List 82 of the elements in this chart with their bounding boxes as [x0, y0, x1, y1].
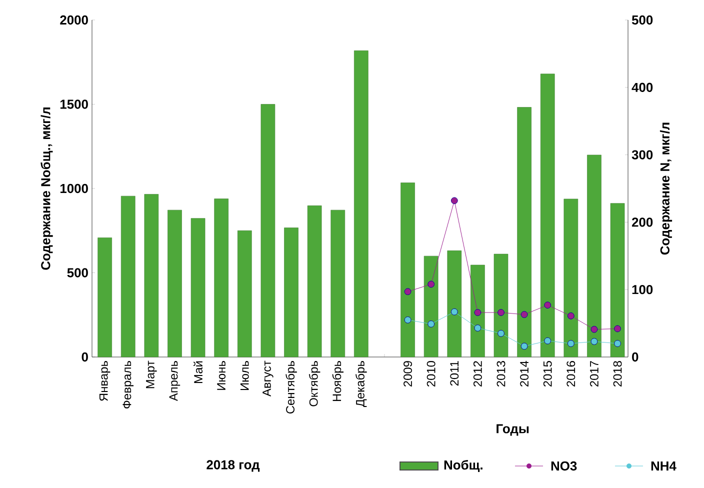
x-tick-label: Июль	[240, 361, 249, 390]
point	[567, 340, 574, 347]
bar	[307, 206, 322, 358]
bar	[260, 104, 276, 358]
legend-label: NH4	[651, 462, 676, 470]
point	[544, 302, 552, 309]
point	[404, 288, 412, 296]
point	[590, 338, 598, 345]
point	[544, 337, 552, 344]
y2-tick-label: 200	[632, 218, 653, 227]
bar	[330, 210, 346, 358]
x-tick-label: 2009	[404, 361, 412, 387]
text: 2018 год	[206, 460, 260, 472]
bar	[447, 250, 462, 358]
y2-axis-title: Содержание N, мкг/л	[660, 122, 672, 255]
point	[450, 308, 458, 316]
point	[474, 309, 482, 316]
bar	[354, 50, 368, 358]
x-tick-label: Ноябрь	[332, 361, 344, 402]
x-axis-title: Годы	[496, 424, 529, 436]
bar	[610, 203, 625, 358]
point	[428, 280, 435, 288]
x-tick-label: 2017	[590, 361, 598, 387]
point	[567, 312, 574, 320]
y2-tick-label: 100	[632, 285, 653, 294]
bar	[494, 254, 508, 358]
x-tick-label: 2013	[496, 361, 506, 387]
x-tick-label: 2010	[426, 360, 436, 387]
bar	[144, 194, 159, 358]
y-tick-label: 2000	[60, 15, 88, 25]
y-tick-label: 1500	[60, 100, 88, 109]
bar	[284, 228, 298, 358]
y-axis-title: Содержание Nобщ., мкг/л	[40, 108, 53, 270]
point	[474, 324, 482, 332]
point	[614, 340, 621, 347]
point	[498, 330, 504, 337]
bar	[400, 182, 415, 358]
x-tick-label: 2016	[566, 361, 576, 387]
legend-label: NO3	[551, 461, 577, 471]
x-tick-label: Октябрь	[308, 361, 320, 406]
x-tick-label: Декабрь	[356, 361, 367, 408]
x-tick-label: Сентябрь	[286, 361, 297, 414]
x-tick-label: Август	[262, 360, 274, 396]
x-tick-label: 2011	[450, 361, 459, 386]
x-tick-label: Март	[146, 360, 157, 388]
point	[520, 311, 528, 318]
point	[428, 320, 435, 328]
y2-tick-label: 500	[632, 15, 653, 25]
bar	[120, 196, 136, 358]
y-tick-label: 0	[82, 352, 88, 362]
point	[590, 326, 598, 333]
y2-tick-label: 400	[632, 82, 653, 92]
bar	[587, 154, 602, 358]
bar	[424, 256, 438, 358]
bar	[190, 218, 206, 358]
bar	[238, 230, 252, 358]
point	[498, 309, 504, 316]
point	[450, 197, 458, 204]
bar	[564, 198, 578, 358]
y-tick-label: 500	[67, 268, 88, 278]
x-tick-label: Февраль	[122, 361, 134, 408]
x-tick-label: 2012	[473, 361, 482, 387]
point	[404, 316, 412, 324]
bar	[470, 264, 485, 358]
point	[520, 342, 528, 350]
y2-tick-label: 0	[632, 352, 638, 362]
x-tick-label: 2018	[613, 361, 622, 387]
bar	[98, 238, 112, 358]
x-tick-label: 2014	[520, 360, 529, 387]
y2-tick-label: 300	[632, 150, 653, 160]
legend-label: Nобщ.	[444, 460, 482, 472]
bar	[214, 198, 228, 358]
bar	[168, 210, 182, 358]
x-tick-label: Май	[194, 361, 203, 383]
x-tick-label: Январь	[99, 361, 110, 401]
point	[614, 325, 621, 332]
bar	[540, 74, 555, 358]
x-tick-label: Апрель	[169, 361, 180, 402]
bar	[517, 107, 532, 358]
x-tick-label: Июнь	[217, 361, 226, 390]
y-tick-label: 1000	[60, 184, 88, 194]
x-tick-label: 2015	[543, 361, 552, 387]
